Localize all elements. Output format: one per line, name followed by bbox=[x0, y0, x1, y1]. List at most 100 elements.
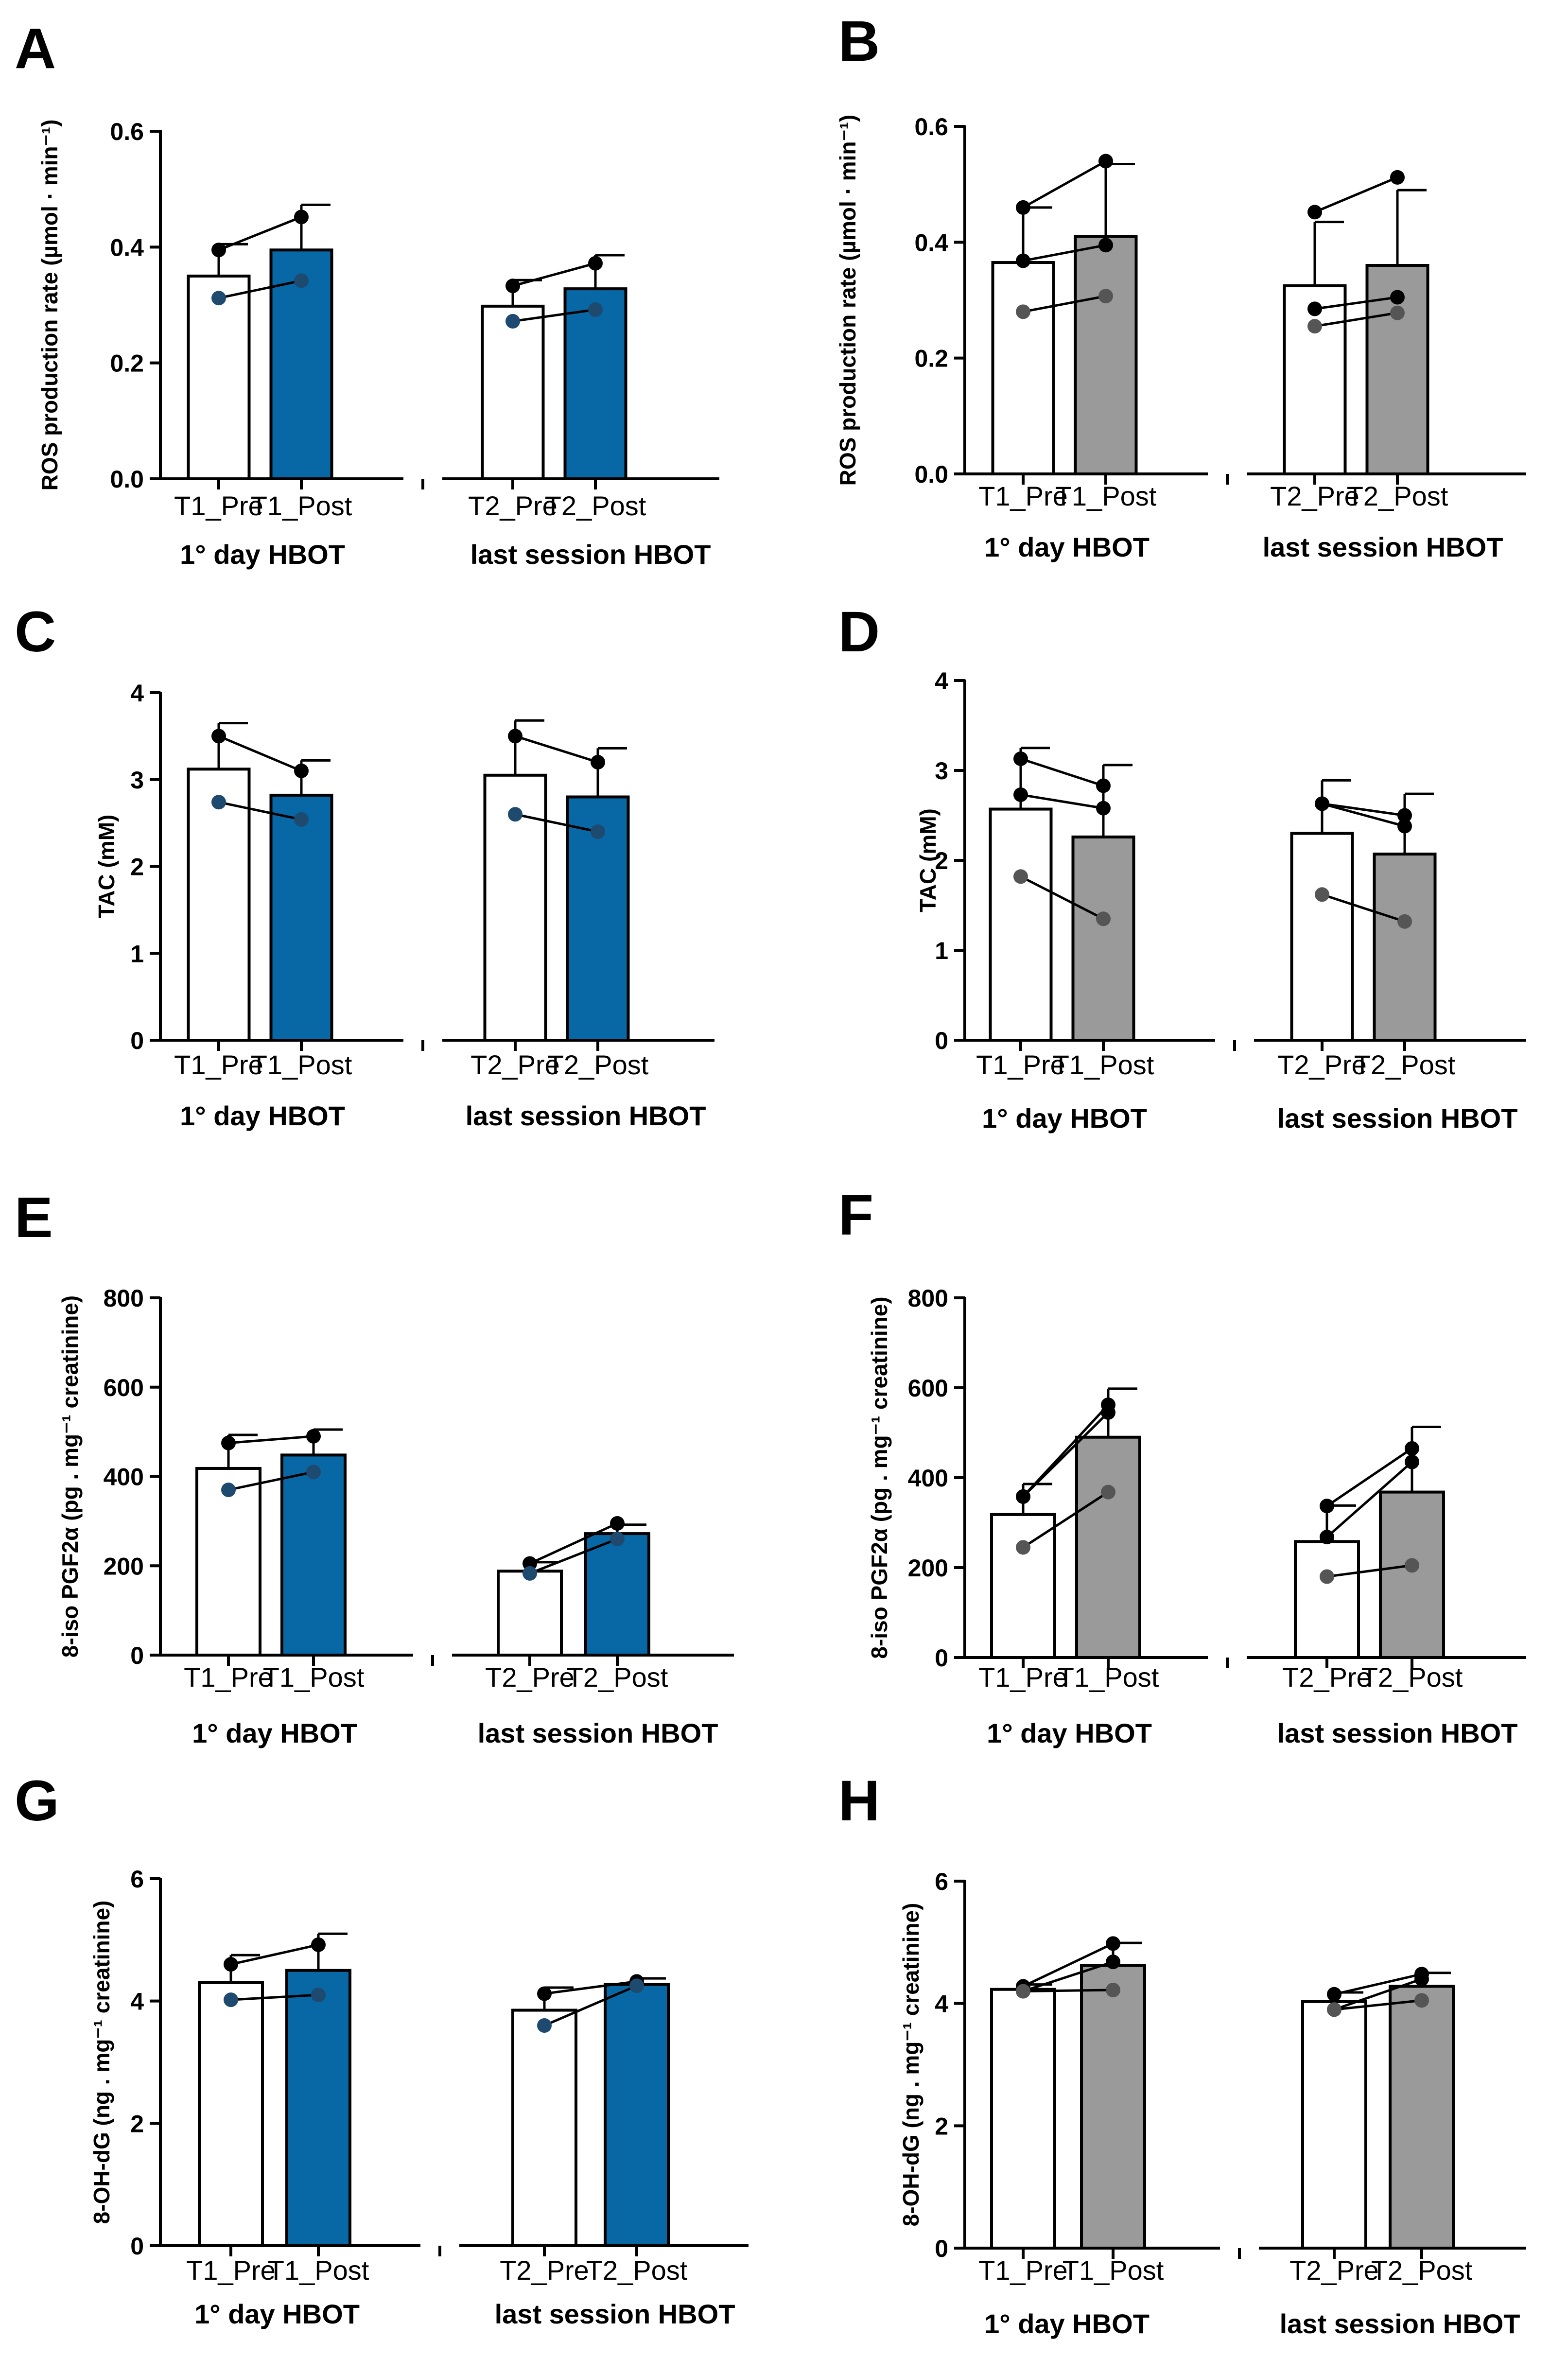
x-tick-label: T1_Pre bbox=[978, 1662, 1068, 1693]
subject-line bbox=[1322, 802, 1405, 817]
subject-point bbox=[1096, 801, 1111, 816]
y-axis-label: 8-OH-dG (ng . mg⁻¹ creatinine) bbox=[898, 1903, 923, 2227]
subject-point bbox=[1405, 1454, 1419, 1469]
panel-h: H 0 2 4 6 8-OH-dG (ng . mg⁻¹ creatinine) T1_Pr… bbox=[838, 1769, 1526, 2339]
subject-point bbox=[591, 755, 605, 769]
bar-t2-pre bbox=[1301, 2000, 1367, 2250]
y-tick-label: 0.4 bbox=[914, 229, 948, 256]
bar-t2-post bbox=[1373, 853, 1437, 1042]
group-label: last session HBOT bbox=[1277, 1718, 1518, 1748]
y-tick-label: 3 bbox=[130, 767, 144, 794]
subject-point bbox=[588, 256, 603, 271]
subject-point bbox=[508, 807, 523, 822]
subject-line bbox=[230, 1993, 319, 2001]
x-tick-label: T1_Post bbox=[268, 2255, 369, 2286]
bar-t1-post bbox=[1080, 1964, 1146, 2250]
y-tick-label: 0.2 bbox=[110, 350, 144, 377]
panel-letter: H bbox=[838, 1769, 880, 1833]
bar-t2-pre bbox=[497, 1570, 563, 1657]
y-tick-label: 1 bbox=[935, 937, 948, 964]
subject-point bbox=[1307, 319, 1322, 334]
x-tick-label: T2_Pre bbox=[1289, 2255, 1379, 2286]
group-label: 1° day HBOT bbox=[987, 1718, 1152, 1748]
group-label: last session HBOT bbox=[466, 1100, 706, 1131]
y-tick-label: 4 bbox=[935, 667, 948, 695]
subject-line bbox=[1023, 244, 1106, 262]
subject-point bbox=[1414, 1993, 1429, 2008]
subject-line bbox=[512, 262, 596, 287]
subject-point bbox=[1320, 1569, 1334, 1584]
subject-line bbox=[1334, 1999, 1422, 2011]
bar-t1-pre bbox=[198, 1981, 264, 2248]
subject-point bbox=[1390, 305, 1405, 320]
x-tick-label: T2_Pre bbox=[470, 1049, 560, 1080]
subject-point bbox=[1320, 1530, 1334, 1545]
x-tick-label: T1_Pre bbox=[186, 2255, 276, 2286]
y-tick-label: 400 bbox=[908, 1465, 948, 1492]
subject-point bbox=[306, 1429, 321, 1444]
subject-point bbox=[523, 1566, 537, 1581]
bar-t1-pre bbox=[195, 1467, 261, 1657]
subject-point bbox=[1096, 911, 1111, 926]
subject-point bbox=[1106, 1936, 1120, 1951]
subject-line bbox=[1334, 1977, 1422, 2011]
bar-t2-pre bbox=[1290, 832, 1354, 1042]
y-tick-label: 0.0 bbox=[110, 466, 144, 493]
x-tick-label: T2_Post bbox=[545, 490, 646, 521]
subject-line bbox=[515, 813, 598, 833]
panel-a: A 0.0 0.2 0.4 0.6 ROS production rate (µmol ·… bbox=[15, 17, 719, 570]
subject-point bbox=[294, 763, 309, 778]
y-tick-label: 200 bbox=[908, 1554, 948, 1582]
subject-line bbox=[512, 308, 596, 323]
subject-line bbox=[529, 1522, 618, 1565]
group-label: last session HBOT bbox=[478, 1718, 718, 1748]
bar-t1-post bbox=[1075, 1435, 1141, 1659]
bar-t1-pre bbox=[989, 807, 1053, 1042]
y-tick-label: 0.6 bbox=[914, 113, 948, 140]
subject-line bbox=[1326, 1447, 1413, 1507]
bar-t1-pre bbox=[990, 1988, 1056, 2250]
bar-t2-post bbox=[1389, 1985, 1455, 2250]
bar-t1-post bbox=[1071, 835, 1135, 1042]
subject-point bbox=[311, 1988, 326, 2003]
y-tick-label: 1 bbox=[130, 940, 144, 967]
bar-t1-post bbox=[269, 248, 333, 481]
x-tick-label: T2_Post bbox=[1354, 1049, 1456, 1080]
subject-point bbox=[311, 1937, 326, 1952]
panel-letter: E bbox=[15, 1186, 53, 1250]
y-tick-label: 4 bbox=[130, 680, 144, 707]
subject-point bbox=[629, 1978, 644, 1993]
subject-point bbox=[1307, 301, 1322, 316]
subject-point bbox=[588, 302, 603, 317]
subject-line bbox=[228, 1470, 314, 1491]
y-tick-label: 600 bbox=[104, 1374, 144, 1401]
subject-line bbox=[1322, 893, 1405, 923]
bar-t1-post bbox=[285, 1969, 351, 2247]
group-label: 1° day HBOT bbox=[984, 2308, 1150, 2339]
subject-point bbox=[1405, 1441, 1419, 1456]
panel-g: G 0 2 4 6 8-OH-dG (ng . mg⁻¹ creatinine) T1_Pr… bbox=[15, 1769, 749, 2329]
x-tick-label: T2_Post bbox=[547, 1049, 649, 1080]
subject-point bbox=[1013, 787, 1028, 802]
subject-point bbox=[294, 812, 309, 827]
bar-t2-post bbox=[1379, 1490, 1445, 1659]
subject-point bbox=[221, 1483, 236, 1498]
y-axis-label: ROS production rate (µmol · min⁻¹) bbox=[37, 120, 62, 491]
y-tick-label: 0.2 bbox=[914, 345, 948, 372]
bar-t2-pre bbox=[511, 2008, 577, 2247]
bar-t1-pre bbox=[187, 274, 251, 481]
x-tick-label: T1_Post bbox=[251, 490, 352, 521]
subject-line bbox=[1022, 160, 1107, 209]
group-label: 1° day HBOT bbox=[982, 1103, 1147, 1134]
y-tick-label: 0 bbox=[935, 1027, 948, 1054]
x-tick-label: T1_Pre bbox=[976, 1049, 1065, 1080]
subject-line bbox=[1322, 803, 1405, 828]
y-tick-label: 0.0 bbox=[914, 461, 948, 488]
bar-t1-pre bbox=[990, 1513, 1056, 1659]
y-axis-label: 8-OH-dG (ng . mg⁻¹ creatinine) bbox=[89, 1901, 114, 2224]
subject-line bbox=[1314, 312, 1398, 328]
bar-t1-post bbox=[1074, 235, 1138, 475]
subject-point bbox=[1106, 1955, 1120, 1970]
